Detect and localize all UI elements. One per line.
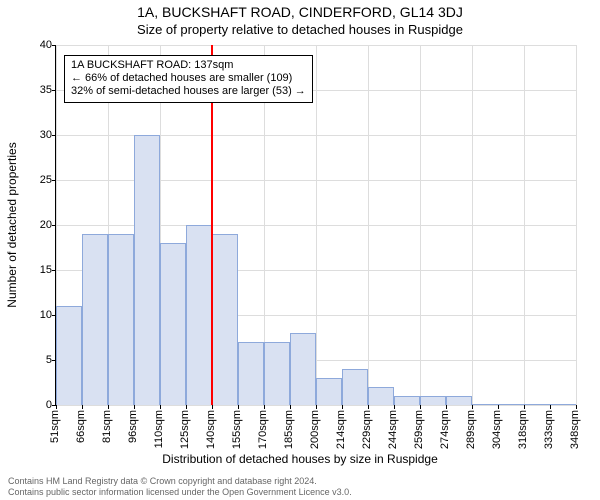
xtick-mark: [56, 405, 57, 409]
xtick-label: 170sqm: [257, 410, 269, 449]
xtick-label: 185sqm: [283, 410, 295, 449]
histogram-bar: [472, 404, 498, 405]
histogram-bar: [498, 404, 524, 405]
xtick-mark: [446, 405, 447, 409]
histogram-bar: [108, 234, 134, 405]
gridline-v: [368, 45, 369, 405]
xtick-mark: [82, 405, 83, 409]
footer-line2: Contains public sector information licen…: [8, 487, 352, 498]
xtick-label: 96sqm: [127, 410, 139, 443]
histogram-bar: [316, 378, 342, 405]
footer-line1: Contains HM Land Registry data © Crown c…: [8, 476, 352, 487]
xtick-label: 289sqm: [465, 410, 477, 449]
histogram-bar: [212, 234, 238, 405]
footer-attribution: Contains HM Land Registry data © Crown c…: [8, 476, 352, 498]
chart-super-title: 1A, BUCKSHAFT ROAD, CINDERFORD, GL14 3DJ: [0, 4, 600, 20]
annot-line3: 32% of semi-detached houses are larger (…: [71, 85, 306, 98]
xtick-label: 259sqm: [413, 410, 425, 449]
gridline-v: [472, 45, 473, 405]
xtick-mark: [238, 405, 239, 409]
xtick-label: 125sqm: [179, 410, 191, 449]
xtick-label: 348sqm: [569, 410, 581, 449]
histogram-bar: [238, 342, 264, 405]
xtick-label: 274sqm: [439, 410, 451, 449]
xtick-mark: [134, 405, 135, 409]
xtick-label: 66sqm: [75, 410, 87, 443]
ytick-label: 25: [40, 174, 52, 186]
histogram-bar: [550, 404, 576, 405]
xtick-label: 244sqm: [387, 410, 399, 449]
annotation-box: 1A BUCKSHAFT ROAD: 137sqm← 66% of detach…: [64, 55, 313, 103]
plot-area: 1A BUCKSHAFT ROAD: 137sqm← 66% of detach…: [55, 45, 576, 406]
xtick-label: 333sqm: [543, 410, 555, 449]
histogram-bar: [160, 243, 186, 405]
xtick-mark: [550, 405, 551, 409]
annot-line2: ← 66% of detached houses are smaller (10…: [71, 72, 306, 85]
xtick-label: 229sqm: [361, 410, 373, 449]
histogram-bar: [134, 135, 160, 405]
ytick-label: 15: [40, 264, 52, 276]
histogram-bar: [264, 342, 290, 405]
xtick-mark: [160, 405, 161, 409]
xtick-mark: [108, 405, 109, 409]
xtick-label: 51sqm: [49, 410, 61, 443]
xtick-label: 155sqm: [231, 410, 243, 449]
histogram-bar: [342, 369, 368, 405]
xtick-label: 110sqm: [153, 410, 165, 448]
ytick-label: 30: [40, 129, 52, 141]
histogram-bar: [524, 404, 550, 405]
histogram-bar: [82, 234, 108, 405]
annot-line1: 1A BUCKSHAFT ROAD: 137sqm: [71, 59, 306, 72]
xtick-mark: [264, 405, 265, 409]
xtick-mark: [498, 405, 499, 409]
ytick-label: 40: [40, 39, 52, 51]
xtick-mark: [576, 405, 577, 409]
histogram-bar: [186, 225, 212, 405]
xtick-label: 200sqm: [309, 410, 321, 449]
gridline-v: [576, 45, 577, 405]
xtick-label: 140sqm: [205, 410, 217, 449]
xtick-mark: [290, 405, 291, 409]
xtick-mark: [394, 405, 395, 409]
chart-subtitle: Size of property relative to detached ho…: [0, 22, 600, 37]
x-axis-label: Distribution of detached houses by size …: [0, 452, 600, 466]
gridline-v: [420, 45, 421, 405]
xtick-label: 318sqm: [517, 410, 529, 449]
histogram-bar: [56, 306, 82, 405]
xtick-mark: [420, 405, 421, 409]
ytick-label: 20: [40, 219, 52, 231]
xtick-label: 81sqm: [101, 410, 113, 443]
histogram-bar: [420, 396, 446, 405]
y-axis-label: Number of detached properties: [5, 60, 19, 225]
xtick-mark: [368, 405, 369, 409]
histogram-bar: [290, 333, 316, 405]
gridline-v: [524, 45, 525, 405]
histogram-bar: [394, 396, 420, 405]
xtick-mark: [472, 405, 473, 409]
histogram-bar: [368, 387, 394, 405]
xtick-mark: [186, 405, 187, 409]
ytick-label: 5: [46, 354, 52, 366]
xtick-mark: [316, 405, 317, 409]
xtick-mark: [342, 405, 343, 409]
xtick-mark: [524, 405, 525, 409]
ytick-label: 10: [40, 309, 52, 321]
histogram-bar: [446, 396, 472, 405]
xtick-mark: [212, 405, 213, 409]
ytick-label: 35: [40, 84, 52, 96]
xtick-label: 304sqm: [491, 410, 503, 449]
gridline-v: [316, 45, 317, 405]
xtick-label: 214sqm: [335, 410, 347, 449]
